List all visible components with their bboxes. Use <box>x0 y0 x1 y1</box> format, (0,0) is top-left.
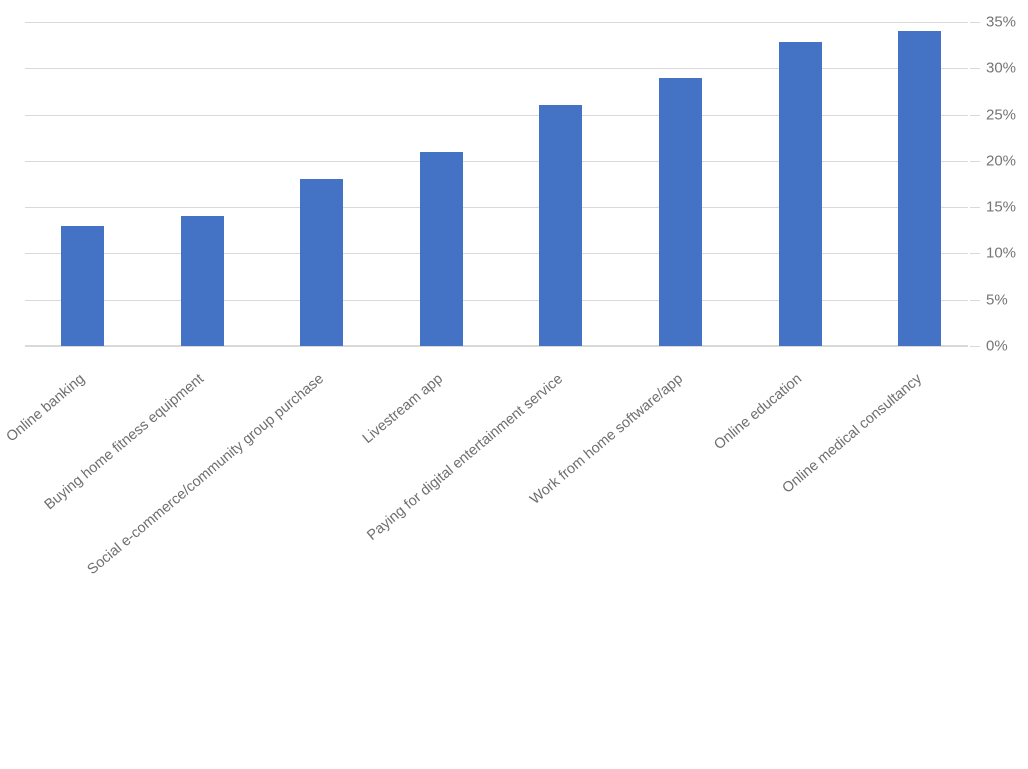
y-axis-tick-mark <box>970 160 980 162</box>
x-axis-baseline <box>25 345 968 347</box>
gridline <box>25 299 968 301</box>
gridline <box>25 68 968 70</box>
bar[interactable] <box>778 42 822 346</box>
x-axis-category-labels: Online banking Buying home fitness equipm… <box>0 346 1028 608</box>
bar[interactable] <box>539 105 583 346</box>
y-axis-tick-mark <box>970 346 980 347</box>
bar[interactable] <box>898 31 942 346</box>
y-axis-tick-label: 25% <box>986 106 1017 124</box>
y-axis-tick-mark <box>970 68 980 70</box>
bar[interactable] <box>659 77 702 346</box>
gridline <box>25 207 968 209</box>
y-axis-tick-mark <box>970 114 980 116</box>
y-axis-tick-label: 30% <box>986 59 1017 77</box>
y-axis-tick-label: 20% <box>986 152 1017 170</box>
x-axis-category-label: Online medical consultancy <box>779 370 925 497</box>
bar[interactable] <box>419 151 463 346</box>
x-axis-category-label: Work from home software/app <box>526 370 686 508</box>
y-axis-tick-label: 5% <box>986 291 1008 309</box>
gridline <box>25 160 968 162</box>
gridline <box>25 253 968 255</box>
bar-chart: 0% 5% 10% 15% 20% 25% 30% 35% Online banking Buy… <box>0 13 1028 608</box>
y-axis-tick-mark <box>970 253 980 255</box>
bar[interactable] <box>61 225 104 346</box>
y-axis-tick-mark <box>970 22 980 23</box>
y-axis-tick-mark <box>970 207 980 209</box>
y-axis-tick-mark <box>970 299 980 301</box>
gridline <box>25 22 968 23</box>
x-axis-category-label: Online education <box>711 370 806 454</box>
bar[interactable] <box>180 216 224 346</box>
y-axis-tick-label: 35% <box>986 13 1017 31</box>
x-axis-category-label: Paying for digital entertainment service <box>364 370 566 544</box>
y-axis-tick-label: 0% <box>986 337 1008 355</box>
gridline <box>25 114 968 116</box>
bar[interactable] <box>300 179 344 346</box>
y-axis-tick-label: 10% <box>986 244 1017 262</box>
x-axis-category-label: Livestream app <box>360 370 447 447</box>
y-axis-tick-label: 15% <box>986 198 1017 216</box>
plot-area <box>25 22 968 347</box>
